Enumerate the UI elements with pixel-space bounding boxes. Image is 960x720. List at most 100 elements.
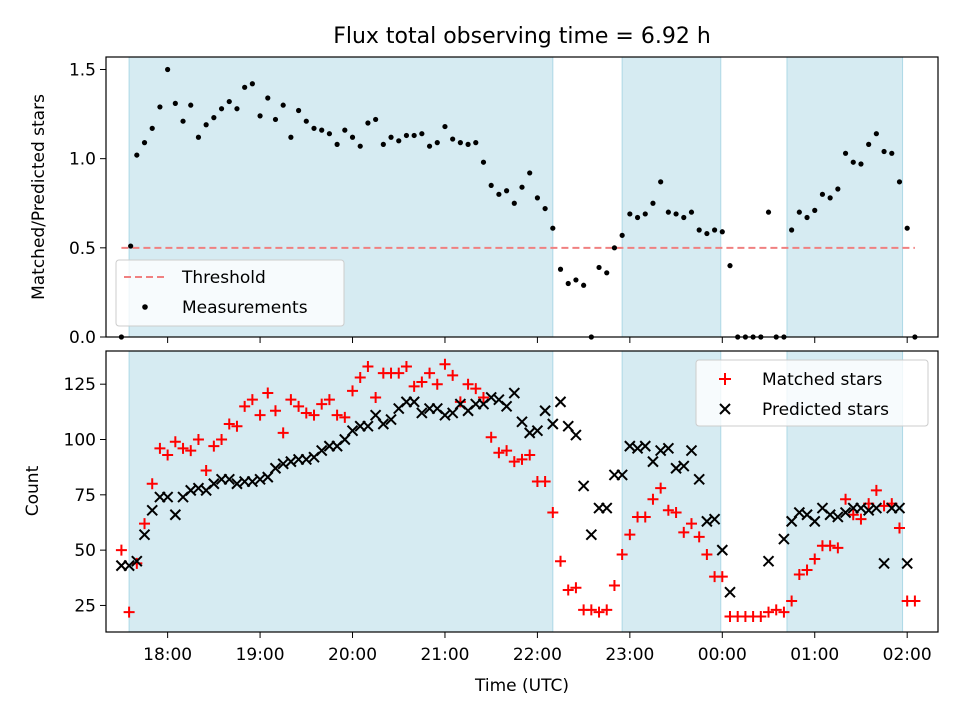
measurement-point <box>473 140 479 146</box>
predicted-point <box>554 396 567 408</box>
x-tick-label: 00:00 <box>698 645 747 665</box>
measurement-point <box>881 148 887 155</box>
measurement-point <box>765 209 772 215</box>
measurement-point <box>134 152 140 158</box>
matched-point <box>123 606 135 618</box>
plot-area <box>118 66 918 340</box>
matched-point <box>647 493 659 505</box>
matched-point <box>524 449 536 461</box>
measurement-point <box>665 209 671 215</box>
predicted-point <box>362 420 374 432</box>
matched-point <box>670 507 682 519</box>
matched-point <box>370 391 382 403</box>
matched-legend-marker <box>719 373 731 385</box>
matched-point <box>593 606 605 618</box>
y-tick-label: 1.0 <box>69 150 96 170</box>
matched-point <box>462 378 474 390</box>
matched-point <box>192 434 204 446</box>
matched-point <box>570 582 582 594</box>
measurement-point <box>573 277 579 283</box>
matched-point <box>439 358 451 370</box>
measurement-point <box>842 150 849 156</box>
matched-point <box>547 507 559 519</box>
matched-point <box>477 391 489 403</box>
predicted-point <box>146 504 158 517</box>
measurement-point <box>272 116 279 123</box>
y-tick-label: 0.0 <box>69 328 96 348</box>
measurement-point <box>442 123 448 130</box>
measurement-point <box>157 104 163 110</box>
matched-point <box>139 518 151 530</box>
predicted-point <box>346 424 359 437</box>
y-tick-label: 75 <box>74 486 96 506</box>
matched-point <box>416 376 428 388</box>
predicted-point <box>138 528 151 541</box>
matched-point <box>847 509 859 521</box>
legend-label-measurements: Measurements <box>182 298 308 318</box>
legend: Matched stars Predicted stars <box>695 359 929 427</box>
matched-point <box>424 367 436 379</box>
measurement-point <box>581 282 587 288</box>
measurement-point <box>211 115 217 121</box>
y-tick-label: 100 <box>64 431 96 451</box>
measurement-point <box>496 191 502 197</box>
matched-point <box>470 383 482 395</box>
predicted-point <box>878 557 890 570</box>
matched-point <box>293 400 305 412</box>
measurement-point <box>288 134 294 140</box>
measurement-point <box>334 141 340 147</box>
matched-point <box>616 549 628 561</box>
matched-point <box>354 372 366 384</box>
measurement-point <box>511 200 517 206</box>
predicted-point <box>385 413 397 426</box>
matched-point <box>308 409 320 421</box>
measurement-point <box>380 141 386 147</box>
measurement-point <box>789 227 795 233</box>
measurement-point <box>488 182 494 189</box>
y-tick-label: 125 <box>64 375 96 395</box>
axes-frame <box>105 350 939 633</box>
measurement-point <box>727 263 733 269</box>
matched-point <box>793 568 805 580</box>
matched-point <box>562 584 574 596</box>
axes-frame <box>105 56 939 338</box>
measurement-point <box>373 116 379 123</box>
matched-point <box>262 387 274 399</box>
measurement-point <box>326 131 333 137</box>
matched-point <box>539 476 551 488</box>
measurement-point <box>295 107 302 114</box>
y-tick-label: 25 <box>74 596 96 616</box>
matched-point <box>200 464 212 476</box>
predicted-point <box>809 515 821 528</box>
matched-point <box>239 400 251 412</box>
predicted-point <box>223 473 235 486</box>
measurement-point <box>850 159 856 165</box>
matched-point <box>662 504 674 516</box>
y-axis-label: Matched/Predicted stars <box>29 94 49 300</box>
measurement-point <box>349 134 356 140</box>
x-tick-label: 02:00 <box>883 645 932 665</box>
x-tick-label: 22:00 <box>513 645 562 665</box>
measurement-point <box>542 205 548 212</box>
matched-point <box>254 409 266 421</box>
measurement-point <box>480 159 487 165</box>
predicted-point <box>570 429 582 441</box>
measurement-point <box>711 227 718 233</box>
predicted-point <box>539 405 551 417</box>
predicted-legend-marker <box>719 403 731 415</box>
matched-point <box>347 385 359 397</box>
measurement-point <box>596 264 602 271</box>
observing-windows <box>128 350 904 633</box>
measurement-point <box>634 214 641 221</box>
predicted-point <box>500 400 513 413</box>
matched-point <box>601 604 613 616</box>
measurement-point <box>242 84 248 90</box>
predicted-point <box>585 528 598 541</box>
predicted-point <box>716 544 729 556</box>
matched-point <box>639 511 651 523</box>
matched-point <box>177 442 189 454</box>
observing-window <box>786 56 904 338</box>
matched-point <box>269 405 281 417</box>
measurement-point <box>866 141 872 147</box>
measurement-point <box>388 134 394 140</box>
